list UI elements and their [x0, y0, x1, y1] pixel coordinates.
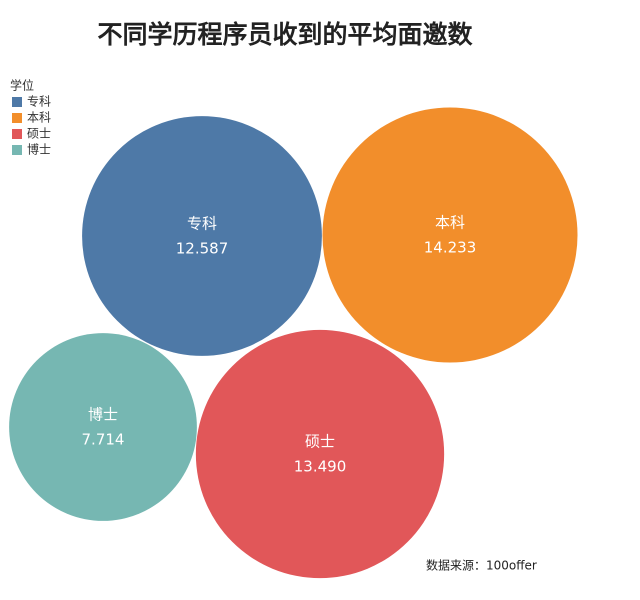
- legend-swatch: [12, 145, 22, 155]
- bubble-value: 7.714: [82, 431, 125, 449]
- legend-label: 博士: [27, 142, 51, 157]
- bubble: [9, 333, 197, 521]
- source-note: 数据来源：100offer: [426, 558, 537, 573]
- bubble-value: 14.233: [424, 239, 477, 257]
- bubble-category: 专科: [187, 215, 217, 233]
- legend-title: 学位: [10, 78, 34, 93]
- legend-label: 硕士: [27, 127, 51, 141]
- bubble: [322, 107, 578, 363]
- bubble-category: 本科: [435, 214, 465, 232]
- bubble-category: 博士: [88, 406, 118, 424]
- bubble-value: 12.587: [176, 240, 229, 258]
- bubble-value: 13.490: [294, 458, 347, 476]
- legend-swatch: [12, 97, 22, 107]
- legend-label: 专科: [27, 94, 51, 109]
- chart-title: 不同学历程序员收到的平均面邀数: [97, 20, 473, 49]
- bubble: [195, 329, 445, 579]
- bubble: [82, 116, 322, 356]
- legend-label: 本科: [27, 111, 51, 125]
- bubble-category: 硕士: [305, 433, 335, 451]
- legend-swatch: [12, 129, 22, 139]
- legend-swatch: [12, 113, 22, 123]
